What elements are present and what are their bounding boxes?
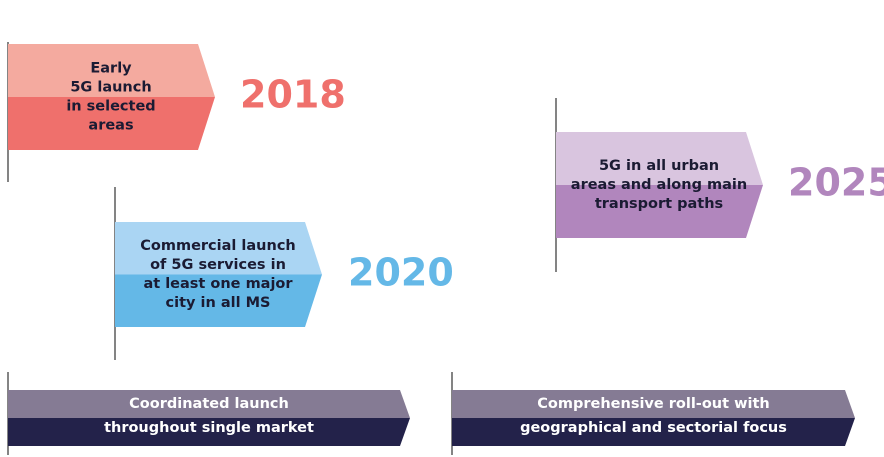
milestone-text: areas and along main xyxy=(571,177,747,193)
phase-text: throughout single market xyxy=(104,420,314,436)
milestone-text: in selected xyxy=(66,99,155,115)
arrow-bottom xyxy=(556,185,763,238)
phase-text: geographical and sectorial focus xyxy=(520,420,787,436)
arrow-bottom xyxy=(452,418,855,446)
arrow-bottom xyxy=(8,97,215,150)
milestone-text: areas xyxy=(88,118,133,134)
milestone-year: 2020 xyxy=(348,251,454,295)
arrow-bottom xyxy=(115,274,322,327)
milestone-text: at least one major xyxy=(143,276,293,292)
milestone-text: of 5G services in xyxy=(150,257,286,273)
milestone-year: 2025 xyxy=(788,161,884,205)
arrow-bottom xyxy=(8,418,410,446)
milestone-text: city in all MS xyxy=(166,295,271,311)
arrow-top xyxy=(8,390,410,418)
arrow-top xyxy=(452,390,855,418)
arrow-top xyxy=(115,222,322,275)
arrow-top xyxy=(8,44,215,97)
arrow-top xyxy=(556,132,763,185)
milestone-text: transport paths xyxy=(595,196,723,212)
milestone-text: 5G in all urban xyxy=(599,158,719,174)
milestone-text: Early xyxy=(90,61,132,77)
phase-text: Comprehensive roll-out with xyxy=(537,396,769,412)
milestone-text: Commercial launch xyxy=(140,238,296,254)
phase-text: Coordinated launch xyxy=(129,396,289,412)
milestone-year: 2018 xyxy=(240,73,346,117)
milestone-text: 5G launch xyxy=(70,80,151,96)
